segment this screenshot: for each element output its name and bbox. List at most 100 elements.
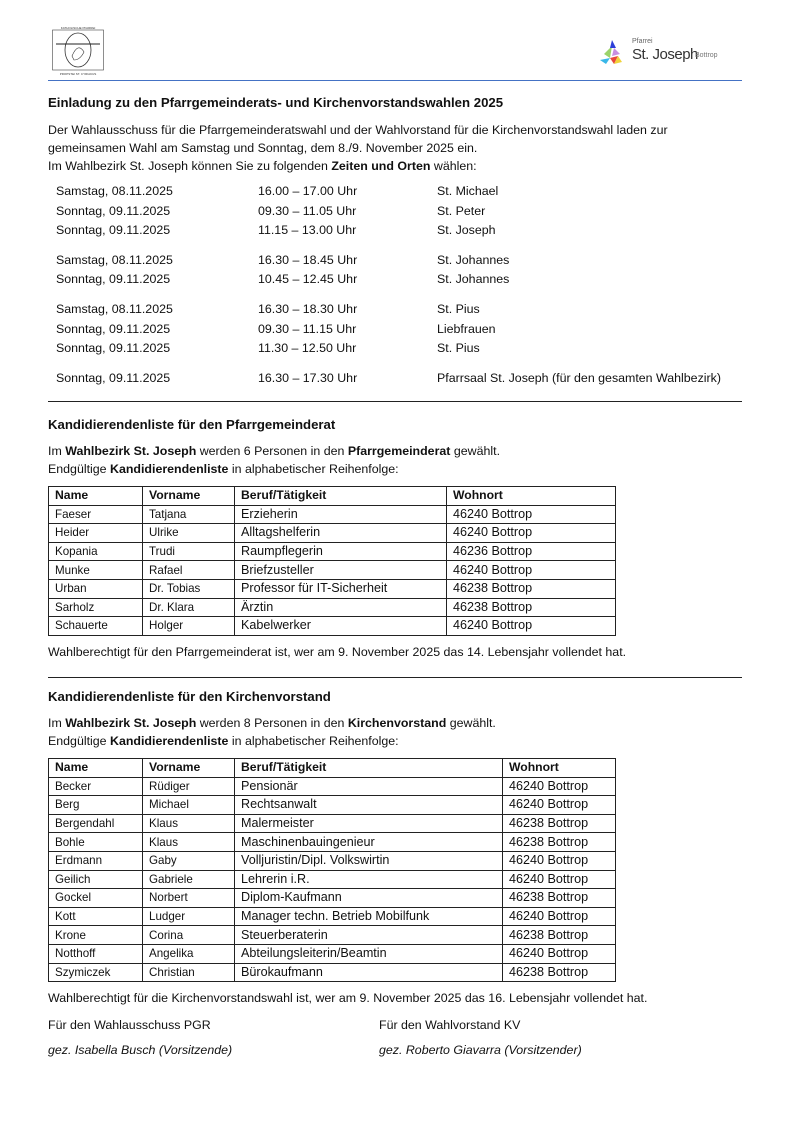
schedule-time: 16.00 – 17.00 Uhr [258, 184, 358, 198]
residence-cell: 46240 Bottrop [446, 523, 616, 543]
pgr-title: Kandidierendenliste für den Pfarrgemeind… [48, 417, 336, 432]
schedule-date: Sonntag, 09.11.2025 [56, 322, 171, 336]
table-row: Kopania Trudi Raumpflegerin 46236 Bottrop [48, 541, 616, 562]
kv-title: Kandidierendenliste für den Kirchenvorst… [48, 689, 331, 704]
first-name-cell: Klaus [142, 813, 235, 834]
name-cell: Urban [48, 578, 143, 599]
pgr-candidates-table: Name Vorname Beruf/Tätigkeit Wohnort Faeser T… [48, 486, 616, 636]
first-name-cell: Klaus [142, 832, 235, 852]
table-row: Munke Rafael Briefzusteller 46240 Bottrop [48, 560, 616, 580]
first-name-cell: Rafael [142, 560, 235, 580]
kv-intro: Im Wahlbezirk St. Joseph werden 8 Person… [48, 714, 496, 750]
name-cell: Sarholz [48, 597, 143, 618]
first-name-cell: Norbert [142, 888, 235, 908]
bold-text: Kirchenvorstand [347, 716, 447, 730]
first-name-cell: Corina [142, 925, 235, 945]
schedule-date: Sonntag, 09.11.2025 [56, 371, 171, 385]
bold-text: Kandidierendenliste [110, 734, 229, 748]
first-name-cell: Holger [142, 616, 235, 636]
schedule-place: St. Johannes [437, 272, 510, 286]
schedule-place: Liebfrauen [437, 322, 496, 336]
text: werden 6 Personen in den [196, 444, 348, 458]
schedule-date: Sonntag, 09.11.2025 [56, 204, 171, 218]
text: gewählt. [450, 444, 501, 458]
text: Endgültige [48, 462, 111, 476]
text: in alphabetischer Reihenfolge: [228, 734, 399, 748]
residence-cell: 46236 Bottrop [446, 541, 616, 562]
pgr-eligibility: Wahlberechtigt für den Pfarrgemeinderat … [48, 645, 627, 659]
residence-cell: 46238 Bottrop [502, 888, 616, 908]
occupation-cell: Briefzusteller [234, 560, 447, 580]
signature-right-name: gez. Roberto Giavarra (Vorsitzender) [379, 1043, 582, 1057]
residence-cell: 46240 Bottrop [502, 850, 616, 871]
text: Im [48, 444, 66, 458]
schedule-place: St. Pius [437, 341, 480, 355]
residence-cell: 46240 Bottrop [446, 560, 616, 580]
occupation-cell: Alltagshelferin [234, 523, 447, 543]
first-name-cell: Tatjana [142, 504, 235, 525]
occupation-cell: Raumpflegerin [234, 541, 447, 562]
column-header: Beruf/Tätigkeit [234, 486, 447, 506]
table-row: Notthoff Angelika Abteilungsleiterin/Beamt… [48, 943, 616, 964]
text: gewählt. [446, 716, 496, 730]
table-header-row: Name Vorname Beruf/Tätigkeit Wohnort [48, 758, 616, 778]
schedule-date: Sonntag, 09.11.2025 [56, 223, 171, 237]
residence-cell: 46238 Bottrop [502, 925, 616, 945]
residence-cell: 46240 Bottrop [446, 616, 616, 636]
occupation-cell: Volljuristin/Dipl. Volkswirtin [234, 850, 503, 871]
residence-cell: 46238 Bottrop [446, 578, 616, 599]
schedule-date: Sonntag, 09.11.2025 [56, 272, 171, 286]
name-cell: Faeser [48, 504, 143, 525]
schedule-time: 16.30 – 18.30 Uhr [258, 302, 358, 316]
schedule-time: 11.30 – 12.50 Uhr [258, 341, 357, 355]
occupation-cell: Malermeister [234, 813, 503, 834]
signature-left-name: gez. Isabella Busch (Vorsitzende) [48, 1043, 233, 1057]
column-header: Name [48, 486, 143, 506]
occupation-cell: Steuerberaterin [234, 925, 503, 945]
occupation-cell: Lehrerin i.R. [234, 869, 503, 890]
kv-eligibility: Wahlberechtigt für die Kirchenvorstandsw… [48, 991, 648, 1005]
table-row: Faeser Tatjana Erzieherin 46240 Bottrop [48, 504, 616, 525]
name-cell: Schauerte [48, 616, 143, 636]
occupation-cell: Pensionär [234, 776, 503, 797]
bold-text: Wahlbezirk St. Joseph [65, 444, 197, 458]
first-name-cell: Michael [142, 795, 235, 815]
table-row: Sarholz Dr. Klara Ärztin 46238 Bottrop [48, 597, 616, 618]
table-row: Heider Ulrike Alltagshelferin 46240 Bottrop [48, 523, 616, 543]
svg-text:PROPSTEI ST. CYRIAKUS: PROPSTEI ST. CYRIAKUS [60, 72, 97, 76]
invitation-title: Einladung zu den Pfarrgemeinderats- und … [48, 95, 504, 110]
text: Im [48, 716, 66, 730]
bold-text: Wahlbezirk St. Joseph [65, 716, 197, 730]
table-header-row: Name Vorname Beruf/Tätigkeit Wohnort [48, 486, 616, 506]
schedule-place: Pfarrsaal St. Joseph (für den gesamten W… [437, 371, 721, 385]
first-name-cell: Gabriele [142, 869, 235, 890]
text: Im Wahlbezirk St. Joseph können Sie zu f… [48, 159, 332, 173]
text: wählen: [430, 159, 477, 173]
name-cell: Heider [48, 523, 143, 543]
occupation-cell: Manager techn. Betrieb Mobilfunk [234, 906, 503, 927]
column-header: Vorname [142, 486, 235, 506]
first-name-cell: Christian [142, 962, 235, 983]
column-header: Wohnort [502, 758, 616, 778]
table-row: Geilich Gabriele Lehrerin i.R. 46240 Bottro… [48, 869, 616, 890]
occupation-cell: Diplom-Kaufmann [234, 888, 503, 908]
residence-cell: 46240 Bottrop [502, 795, 616, 815]
table-row: Berg Michael Rechtsanwalt 46240 Bottrop [48, 795, 616, 815]
column-header: Beruf/Tätigkeit [234, 758, 503, 778]
occupation-cell: Rechtsanwalt [234, 795, 503, 815]
text: in alphabetischer Reihenfolge: [228, 462, 399, 476]
table-row: Szymiczek Christian Bürokaufmann 46238 Bott… [48, 962, 616, 983]
divider [48, 401, 742, 402]
first-name-cell: Rüdiger [142, 776, 235, 797]
st-joseph-logo: Pfarrei St. Joseph Bottrop [596, 38, 726, 68]
occupation-cell: Maschinenbauingenieur [234, 832, 503, 852]
table-row: Gockel Norbert Diplom-Kaufmann 46238 Bottro… [48, 888, 616, 908]
logo-pfarrei-text: Pfarrei [632, 38, 653, 45]
schedule-place: St. Pius [437, 302, 480, 316]
bold-text: Pfarrgemeinderat [347, 444, 451, 458]
residence-cell: 46238 Bottrop [502, 813, 616, 834]
table-row: Urban Dr. Tobias Professor für IT-Sicherhe… [48, 578, 616, 599]
schedule-time: 16.30 – 18.45 Uhr [258, 253, 358, 267]
schedule-date: Samstag, 08.11.2025 [56, 253, 173, 267]
residence-cell: 46240 Bottrop [502, 776, 616, 797]
